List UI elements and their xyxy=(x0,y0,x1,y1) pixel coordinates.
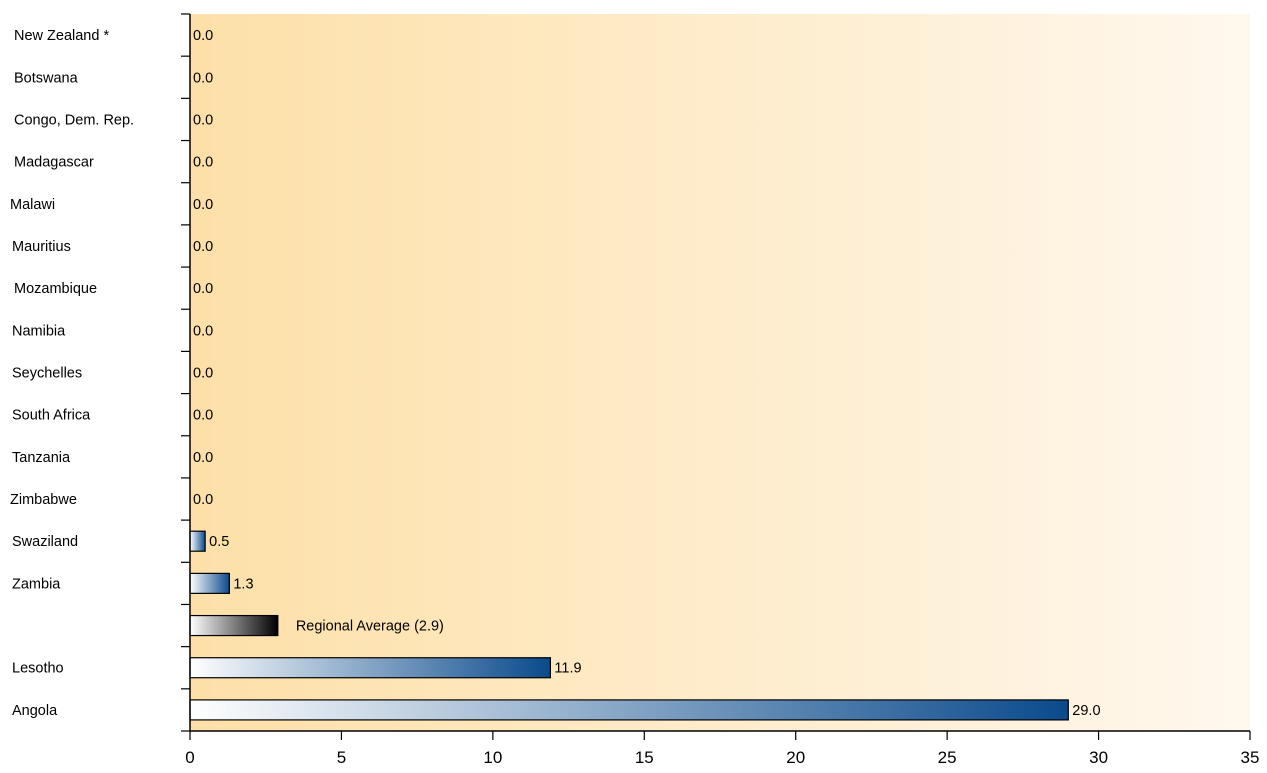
category-label: Mauritius xyxy=(12,239,71,255)
plot-background xyxy=(190,14,1250,731)
category-label: Mozambique xyxy=(14,281,97,297)
data-label: 0.0 xyxy=(193,281,213,297)
data-label: 0.0 xyxy=(193,197,213,213)
bar xyxy=(189,530,206,552)
category-label: Malawi xyxy=(10,197,55,213)
x-tick-label: 25 xyxy=(938,748,957,767)
category-label: Seychelles xyxy=(12,366,82,382)
category-label: Angola xyxy=(12,703,58,719)
category-label: Lesotho xyxy=(12,661,64,677)
data-label: 29.0 xyxy=(1072,703,1100,719)
axes-group: 0 5 10 15 20 25 30 35 xyxy=(181,13,1260,767)
x-tick-label: 0 xyxy=(185,748,194,767)
category-label: Zimbabwe xyxy=(10,492,77,508)
bar xyxy=(189,572,230,594)
category-label: New Zealand * xyxy=(14,28,109,44)
category-label: Madagascar xyxy=(14,155,94,171)
data-label: 0.0 xyxy=(193,492,213,508)
x-tick-label: 10 xyxy=(483,748,502,767)
category-label: Tanzania xyxy=(12,450,71,466)
x-tick-label: 15 xyxy=(635,748,654,767)
data-label: 0.0 xyxy=(193,239,213,255)
x-tick-label: 35 xyxy=(1241,748,1260,767)
data-label: 0.0 xyxy=(193,323,213,339)
category-label: Swaziland xyxy=(12,534,78,550)
data-label: 0.0 xyxy=(193,366,213,382)
data-label: 0.5 xyxy=(209,534,229,550)
x-tick-label: 5 xyxy=(337,748,346,767)
regional-average-bar xyxy=(189,614,279,637)
category-label: Zambia xyxy=(12,576,61,592)
bar xyxy=(189,699,1069,721)
data-label: 0.0 xyxy=(193,112,213,128)
data-label: 0.0 xyxy=(193,408,213,424)
category-labels-group: New Zealand * 0.0 Botswana 0.0 Congo, Dem. R… xyxy=(10,28,1101,719)
category-label: South Africa xyxy=(12,408,91,424)
data-label: 11.9 xyxy=(554,661,581,677)
regional-average-label: Regional Average (2.9) xyxy=(296,619,444,635)
category-label: Congo, Dem. Rep. xyxy=(14,112,134,128)
data-label: 0.0 xyxy=(193,450,213,466)
x-tick-label: 20 xyxy=(786,748,805,767)
data-label: 0.0 xyxy=(193,70,213,86)
data-label: 0.0 xyxy=(193,28,213,44)
bar xyxy=(189,657,551,679)
category-label: Namibia xyxy=(12,323,66,339)
x-tick-label: 30 xyxy=(1089,748,1108,767)
category-label: Botswana xyxy=(14,70,79,86)
data-label: 1.3 xyxy=(233,576,253,592)
data-label: 0.0 xyxy=(193,155,213,171)
